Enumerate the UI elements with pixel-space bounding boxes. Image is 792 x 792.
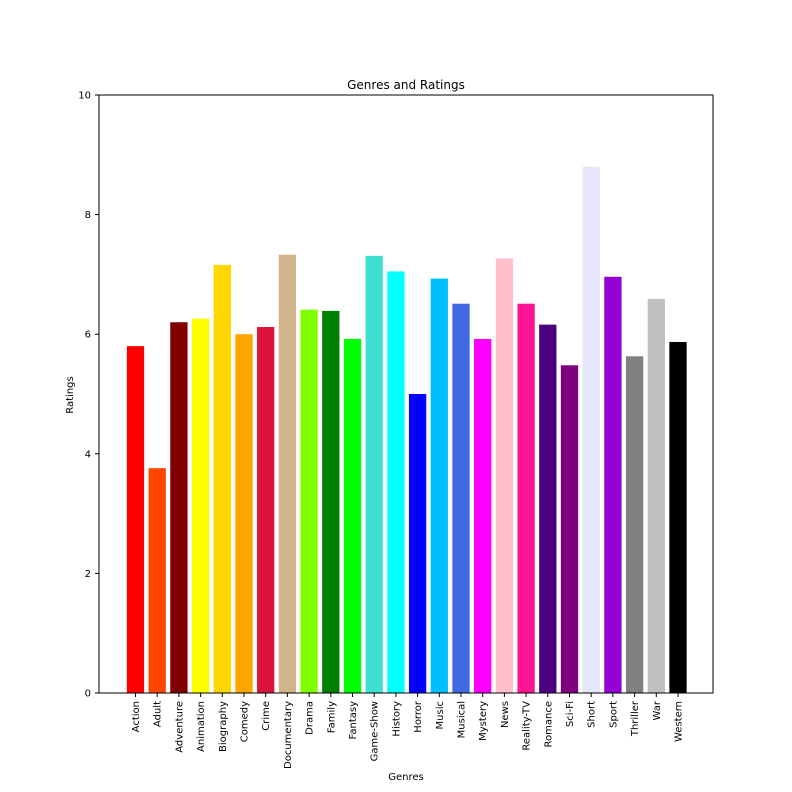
x-tick-label-fantasy: Fantasy bbox=[348, 701, 359, 740]
bar-war bbox=[647, 298, 665, 693]
x-tick-label-reality-tv: Reality-TV bbox=[522, 701, 533, 751]
x-tick-label-romance: Romance bbox=[543, 701, 554, 747]
bar-documentary bbox=[278, 254, 297, 694]
bar-musical bbox=[452, 303, 470, 693]
x-tick-label-documentary: Documentary bbox=[283, 701, 294, 769]
y-tick-label-8: 8 bbox=[85, 210, 91, 221]
x-tick-label-biography: Biography bbox=[218, 701, 229, 752]
bars-group bbox=[126, 166, 687, 694]
x-tick-label-adventure: Adventure bbox=[174, 701, 185, 753]
y-tick-label-0: 0 bbox=[85, 689, 91, 700]
bar-short bbox=[582, 166, 600, 693]
x-tick-label-news: News bbox=[500, 701, 511, 728]
bar-adult bbox=[148, 468, 166, 693]
bar-music bbox=[430, 278, 448, 693]
bar-drama bbox=[300, 309, 318, 693]
x-tick-label-musical: Musical bbox=[457, 701, 468, 738]
x-tick-label-western: Western bbox=[674, 701, 685, 742]
x-tick-label-thriller: Thriller bbox=[630, 700, 641, 737]
bar-sport bbox=[604, 276, 622, 693]
x-tick-label-mystery: Mystery bbox=[478, 701, 489, 741]
x-tick-label-history: History bbox=[391, 701, 402, 737]
x-tick-label-sport: Sport bbox=[608, 701, 619, 728]
bar-crime bbox=[257, 327, 275, 693]
y-tick-label-10: 10 bbox=[78, 91, 91, 102]
x-tick-label-animation: Animation bbox=[196, 701, 207, 752]
bar-fantasy bbox=[343, 338, 362, 693]
bar-animation bbox=[191, 318, 210, 693]
plot-frame bbox=[98, 94, 714, 694]
bar-action bbox=[126, 346, 145, 693]
x-axis-label: Genres bbox=[388, 772, 424, 783]
y-axis-label: Ratings bbox=[65, 376, 76, 413]
x-ticks-group: Action Adult Adventure Animation Biography Co… bbox=[131, 693, 685, 769]
y-tick-label-4: 4 bbox=[85, 449, 91, 460]
y-tick-label-6: 6 bbox=[85, 330, 91, 341]
bar-adventure bbox=[170, 322, 188, 693]
bar-history bbox=[387, 271, 405, 693]
y-tick-label-2: 2 bbox=[85, 569, 91, 580]
bar-sci-fi bbox=[560, 365, 579, 693]
x-tick-label-short: Short bbox=[587, 701, 598, 728]
bar-western bbox=[669, 341, 687, 693]
x-tick-label-drama: Drama bbox=[305, 701, 316, 735]
bar-reality-tv bbox=[517, 303, 535, 693]
x-tick-label-game-show: Game-Show bbox=[370, 701, 381, 761]
bar-biography bbox=[213, 264, 231, 693]
y-ticks-group: 0 2 4 6 8 10 bbox=[78, 91, 99, 700]
x-tick-label-adult: Adult bbox=[153, 701, 164, 727]
x-tick-label-war: War bbox=[652, 700, 663, 720]
chart-title: Genres and Ratings bbox=[347, 78, 465, 92]
bar-horror bbox=[408, 394, 427, 693]
x-tick-label-crime: Crime bbox=[261, 701, 272, 731]
bar-romance bbox=[539, 324, 557, 693]
bar-news bbox=[495, 258, 514, 693]
x-tick-label-music: Music bbox=[435, 701, 446, 729]
x-tick-label-horror: Horror bbox=[413, 700, 424, 733]
bar-family bbox=[322, 310, 340, 693]
x-tick-label-family: Family bbox=[326, 701, 337, 733]
bar-thriller bbox=[625, 356, 644, 693]
x-tick-label-sci-fi: Sci-Fi bbox=[565, 701, 576, 727]
bar-game-show bbox=[365, 255, 383, 694]
x-tick-label-action: Action bbox=[131, 701, 142, 732]
bar-comedy bbox=[235, 334, 253, 693]
x-tick-label-comedy: Comedy bbox=[240, 701, 251, 742]
bar-mystery bbox=[474, 338, 492, 693]
